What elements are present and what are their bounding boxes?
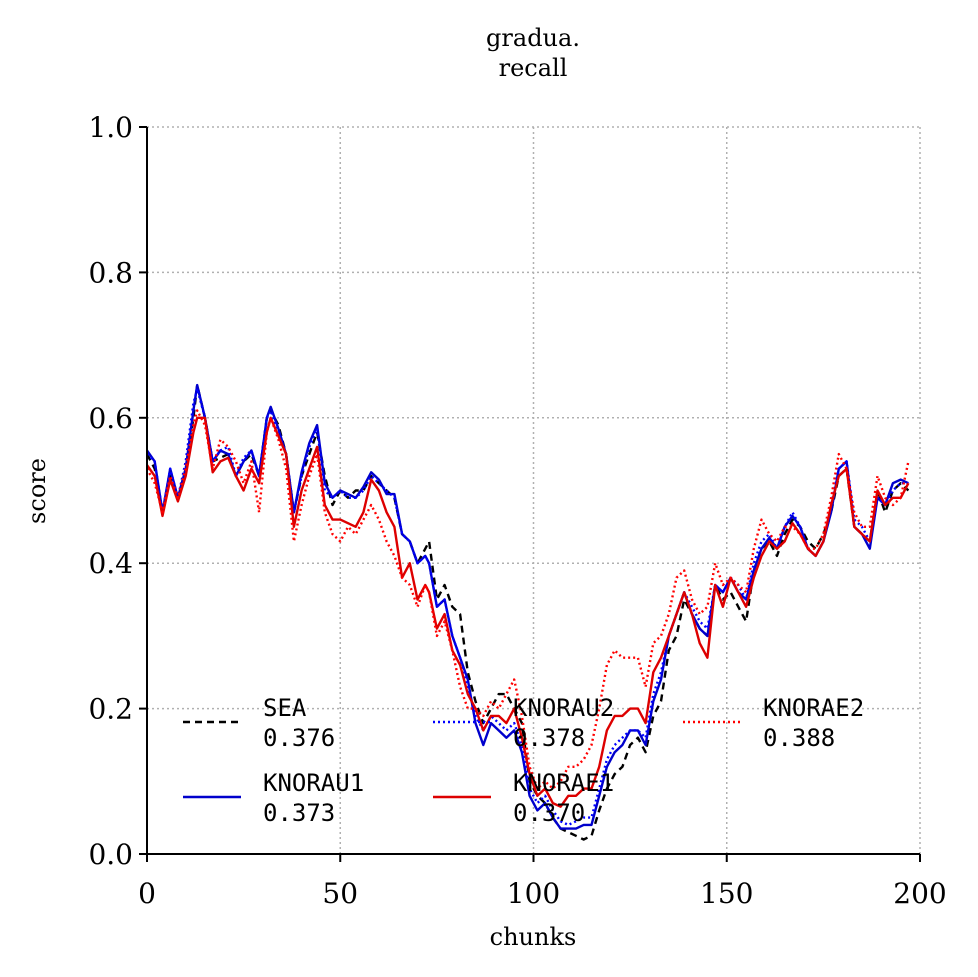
legend-score-sea: 0.376 <box>263 724 335 752</box>
series-lines <box>145 383 910 841</box>
legend: SEA0.376KNORAU10.373KNORAU20.378KNORAE10… <box>183 694 864 827</box>
x-tick-label: 0 <box>138 877 156 910</box>
series-line-knorau1 <box>146 383 909 830</box>
legend-label-sea: SEA <box>263 694 307 722</box>
legend-score-knorau2: 0.378 <box>513 724 585 752</box>
y-tick-label: 0.8 <box>88 256 133 289</box>
legend-score-knorae2: 0.388 <box>763 724 835 752</box>
series-line-knorae1 <box>146 416 910 808</box>
chart-title: gradua. recall <box>486 24 580 82</box>
y-tick-label: 1.0 <box>88 111 133 144</box>
y-tick-label: 0.0 <box>88 838 133 871</box>
y-tick-label: 0.2 <box>88 693 133 726</box>
legend-label-knorae1: KNORAE1 <box>513 769 614 797</box>
legend-label-knorau2: KNORAU2 <box>513 694 614 722</box>
x-tick-label: 150 <box>700 877 753 910</box>
x-axis-label: chunks <box>490 923 577 951</box>
legend-label-knorae2: KNORAE2 <box>763 694 864 722</box>
y-tick-label: 0.4 <box>88 547 133 580</box>
x-tick-label: 50 <box>322 877 358 910</box>
tick-marks: 0 50 100 150 200 0.0 0.2 0.4 0.6 0.8 1.0 <box>88 111 946 910</box>
y-axis-label: score <box>23 458 51 524</box>
x-tick-label: 100 <box>507 877 560 910</box>
y-tick-label: 0.6 <box>88 402 133 435</box>
series-line-knorau2 <box>146 387 909 827</box>
legend-label-knorau1: KNORAU1 <box>263 769 364 797</box>
chart-title-line-2: recall <box>499 54 568 82</box>
chart-title-line-1: gradua. <box>486 24 580 52</box>
legend-score-knorae1: 0.370 <box>513 799 585 827</box>
x-tick-label: 200 <box>893 877 946 910</box>
legend-score-knorau1: 0.373 <box>263 799 335 827</box>
